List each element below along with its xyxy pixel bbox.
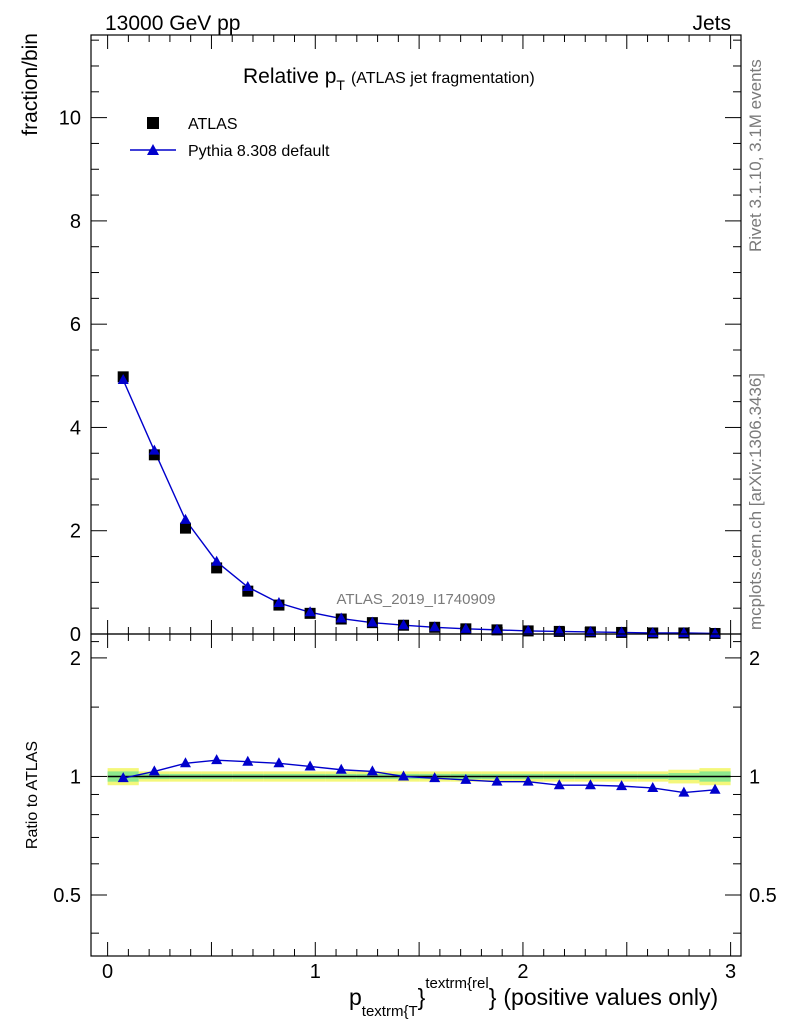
y-tick-label: 2 bbox=[70, 521, 81, 543]
y-tick-labels: 0 2 4 6 8 10 bbox=[59, 108, 81, 646]
legend: ATLAS Pythia 8.308 default bbox=[130, 116, 330, 160]
pythia-point bbox=[211, 555, 223, 566]
pythia-point bbox=[429, 621, 441, 632]
pythia-point bbox=[366, 616, 378, 627]
ratio-point bbox=[366, 765, 378, 776]
main-plot: ATLAS_2019_I1740909 Relative pT (ATLAS je… bbox=[19, 33, 742, 646]
main-ticks bbox=[91, 35, 741, 635]
pythia-point bbox=[273, 597, 285, 608]
ratio-point bbox=[117, 772, 129, 783]
ratio-point bbox=[398, 770, 410, 781]
ratio-point bbox=[304, 760, 316, 771]
ratio-point bbox=[242, 755, 254, 766]
legend-marker-atlas bbox=[147, 117, 159, 129]
ratio-y-tick-labels: 0.5 0.5 1 1 2 2 bbox=[53, 648, 777, 907]
ratio-y-tick-label: 0.5 bbox=[53, 885, 81, 907]
pythia-point bbox=[117, 373, 129, 384]
pythia-point bbox=[304, 606, 316, 617]
ratio-y-tick-label-right: 2 bbox=[749, 648, 760, 670]
x-tick-label: 0 bbox=[102, 961, 113, 983]
ratio-plot: 0.5 0.5 1 1 2 2 0 1 2 3 Ratio to ATLAS ptextrm{T… bbox=[24, 633, 777, 1020]
ratio-series bbox=[117, 754, 721, 797]
atlas-point bbox=[242, 585, 254, 597]
header-left: 13000 GeV pp bbox=[105, 12, 240, 35]
ratio-y-tick-label: 2 bbox=[70, 648, 81, 670]
atlas-point bbox=[211, 562, 223, 574]
y-tick-label: 8 bbox=[70, 211, 81, 233]
ratio-point bbox=[584, 779, 596, 790]
ratio-point bbox=[553, 779, 565, 790]
atlas-point bbox=[179, 522, 191, 534]
ratio-point bbox=[647, 781, 659, 792]
pythia-point bbox=[242, 581, 254, 592]
x-tick-label: 3 bbox=[725, 961, 736, 983]
ratio-point bbox=[522, 775, 534, 786]
pythia-point bbox=[148, 444, 160, 455]
rivet-label: Rivet 3.1.10, 3.1M events bbox=[746, 59, 765, 252]
pythia-point bbox=[553, 625, 565, 636]
y-tick-label: 6 bbox=[70, 314, 81, 336]
ratio-ticks bbox=[91, 634, 741, 956]
legend-label-pythia: Pythia 8.308 default bbox=[188, 143, 330, 160]
pythia-point bbox=[335, 612, 347, 623]
legend-marker-pythia bbox=[147, 144, 159, 155]
ratio-point bbox=[709, 783, 721, 794]
ratio-point bbox=[335, 763, 347, 774]
ratio-y-tick-label: 1 bbox=[70, 766, 81, 788]
y-tick-label: 4 bbox=[70, 417, 81, 439]
header-right: Jets bbox=[692, 12, 731, 35]
pythia-point bbox=[522, 624, 534, 635]
pythia-point bbox=[709, 627, 721, 638]
atlas-point bbox=[148, 449, 160, 461]
y-tick-label: 0 bbox=[70, 624, 81, 646]
pythia-point bbox=[460, 622, 472, 633]
ratio-point bbox=[179, 757, 191, 768]
ratio-y-tick-label-right: 0.5 bbox=[749, 885, 777, 907]
ratio-point bbox=[616, 780, 628, 791]
ratio-y-axis-label: Ratio to ATLAS bbox=[24, 741, 41, 849]
ratio-y-tick-label-right: 1 bbox=[749, 766, 760, 788]
ratio-line bbox=[123, 759, 716, 794]
y-axis-label: fraction/bin bbox=[19, 33, 42, 136]
plot-title: Relative pT (ATLAS jet fragmentation) bbox=[243, 65, 535, 93]
x-tick-label: 2 bbox=[517, 961, 528, 983]
mcplots-label: mcplots.cern.ch [arXiv:1306.3436] bbox=[746, 373, 765, 630]
ratio-plot-frame bbox=[90, 633, 742, 957]
ratio-point bbox=[460, 773, 472, 784]
y-tick-label: 10 bbox=[59, 108, 81, 130]
x-axis-label: ptextrm{T}textrm{rel} (positive values on… bbox=[349, 975, 718, 1020]
ratio-point bbox=[273, 757, 285, 768]
pythia-point bbox=[179, 513, 191, 524]
pythia-point bbox=[398, 619, 410, 630]
ratio-point bbox=[148, 765, 160, 776]
x-tick-labels: 0 1 2 3 bbox=[102, 961, 736, 983]
ratio-point bbox=[211, 754, 223, 765]
x-tick-label: 1 bbox=[310, 961, 321, 983]
ratio-point bbox=[491, 775, 503, 786]
pythia-point bbox=[491, 623, 503, 634]
legend-label-atlas: ATLAS bbox=[188, 116, 238, 133]
ratio-point bbox=[678, 786, 690, 797]
analysis-watermark: ATLAS_2019_I1740909 bbox=[336, 591, 495, 608]
ratio-point bbox=[429, 772, 441, 783]
